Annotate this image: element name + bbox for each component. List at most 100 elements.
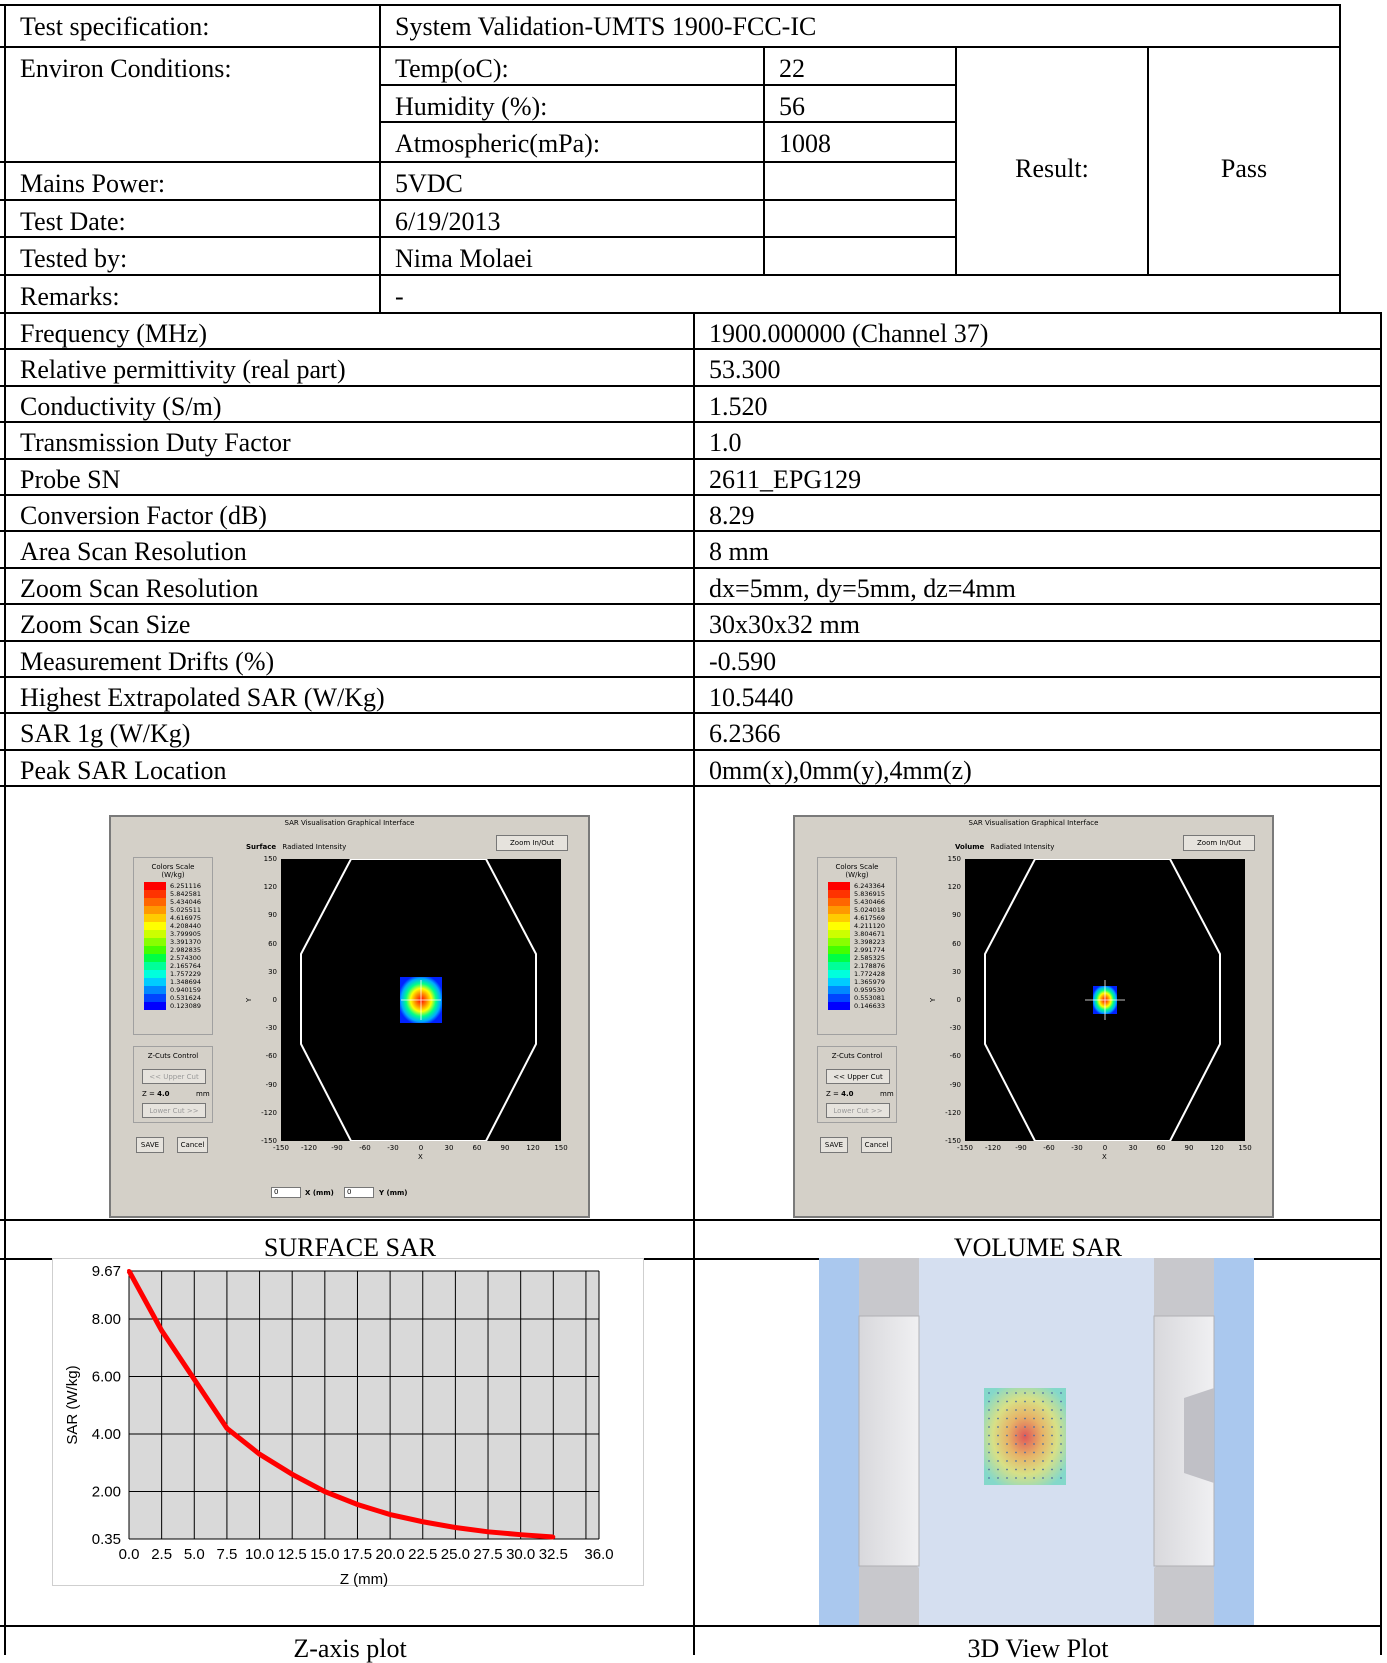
x-tick-label: 25.0 <box>441 1546 470 1563</box>
scan-point <box>997 1460 999 1462</box>
x-tick-label: -30 <box>1071 1144 1083 1152</box>
y-tick-label: 60 <box>952 939 961 948</box>
data-point <box>388 1512 393 1517</box>
scale-value: 0.146633 <box>854 1002 886 1010</box>
scan-point <box>1033 1460 1035 1462</box>
scan-point <box>1006 1434 1008 1437</box>
scan-point <box>1024 1460 1026 1462</box>
x-tick-label: -90 <box>1015 1144 1027 1152</box>
zoom-scan-map <box>984 1388 1066 1485</box>
scale-swatch <box>828 970 850 978</box>
save-button[interactable]: SAVE <box>136 1137 164 1153</box>
test-spec-label: Test specification: <box>20 12 210 41</box>
mode-label: Surface <box>246 843 277 851</box>
zoom-button[interactable]: Zoom In/Out <box>496 835 568 851</box>
scan-point <box>1042 1468 1044 1471</box>
data-point <box>551 1534 556 1539</box>
scan-point <box>1006 1400 1008 1403</box>
param-value: 30x30x32 mm <box>709 610 860 640</box>
scale-swatch <box>144 994 166 1002</box>
right-probe-shadow <box>1184 1388 1214 1483</box>
z-value: 4.0 <box>157 1090 170 1098</box>
y-tick-label: 30 <box>268 967 277 976</box>
scan-point <box>1024 1451 1026 1454</box>
data-point <box>290 1472 295 1477</box>
data-point <box>486 1529 491 1534</box>
y-axis-title: Y <box>929 997 938 1003</box>
scale-swatch <box>144 954 166 962</box>
scale-value: 2.585325 <box>854 954 886 962</box>
data-point <box>355 1502 360 1507</box>
x-tick-label: -150 <box>957 1144 973 1152</box>
zaxis-chart-svg: 0.0 2.5 5.0 7.5 10.0 12.5 15.0 17.5 20.0 22.5 25.0… <box>64 1263 614 1587</box>
panel-title: SAR Visualisation Graphical Interface <box>284 819 415 827</box>
zcuts-title: Z-Cuts Control <box>831 1052 883 1060</box>
plot-svg <box>300 859 537 1141</box>
y-input[interactable]: 0 <box>344 1187 374 1198</box>
cancel-button[interactable]: Cancel <box>177 1137 208 1153</box>
scan-point <box>988 1468 990 1471</box>
right-rail <box>1153 1315 1215 1567</box>
scan-point <box>1042 1451 1044 1454</box>
scan-point <box>1024 1477 1026 1479</box>
atm-label: Atmospheric(mPa): <box>395 129 601 158</box>
scan-point-grid <box>988 1392 1062 1479</box>
scan-point <box>1060 1477 1062 1479</box>
scan-point <box>988 1443 990 1445</box>
scan-point <box>1042 1417 1044 1420</box>
x-tick-label: 10.0 <box>245 1546 274 1563</box>
y-tick-label: 90 <box>952 911 961 920</box>
y-tick-label: 60 <box>268 939 277 948</box>
scan-point <box>988 1451 990 1454</box>
scale-value: 4.208440 <box>170 922 202 930</box>
y-tick-label: 90 <box>268 911 277 920</box>
color-scale-frame: Colors Scale (W/kg) 6.251116 5.842581 5.43… <box>133 857 213 1035</box>
upper-cut-button[interactable]: << Upper Cut <box>142 1069 206 1084</box>
x-tick-label: 12.5 <box>278 1546 307 1563</box>
color-scale-frame: Colors Scale (W/kg) 6.243364 5.836915 5.43… <box>817 857 897 1035</box>
scan-point <box>997 1426 999 1428</box>
scan-point <box>1015 1417 1017 1420</box>
x-tick-label: 0 <box>418 1144 424 1152</box>
y-tick-label: 0 <box>272 996 277 1004</box>
x-input[interactable]: 0 <box>271 1187 301 1198</box>
phantom-outline <box>300 859 537 1141</box>
scan-point <box>1015 1434 1017 1437</box>
scan-point <box>1051 1468 1053 1471</box>
param-value: 1900.000000 (Channel 37) <box>709 319 989 348</box>
scan-point <box>1015 1409 1017 1411</box>
y-tick-label: -60 <box>265 1052 277 1061</box>
plot-background <box>129 1271 599 1539</box>
scan-point <box>1006 1417 1008 1420</box>
y-tick-label: 0 <box>956 996 961 1004</box>
result-value: Pass <box>1220 154 1268 183</box>
save-button[interactable]: SAVE <box>820 1137 848 1153</box>
param-value: 6.2366 <box>709 719 781 749</box>
scan-point <box>1033 1477 1035 1479</box>
scan-point <box>1006 1392 1008 1394</box>
x-tick-label: 60 <box>472 1144 482 1152</box>
y-tick-label: -60 <box>949 1052 961 1061</box>
tested-value: Nima Molaei <box>395 244 533 273</box>
x-tick-label: 30.0 <box>506 1546 535 1563</box>
scan-point <box>1024 1417 1026 1420</box>
x-tick-label: 2.5 <box>151 1546 172 1563</box>
y-tick-label: -30 <box>949 1024 961 1033</box>
lower-cut-button[interactable]: Lower Cut >> <box>142 1103 206 1118</box>
scan-point <box>1051 1392 1053 1394</box>
scale-value: 5.024018 <box>854 906 886 914</box>
scan-point <box>1060 1468 1062 1471</box>
scan-point <box>1060 1417 1062 1420</box>
cancel-button[interactable]: Cancel <box>861 1137 892 1153</box>
lower-cut-button[interactable]: Lower Cut >> <box>826 1103 890 1118</box>
scale-value: 1.348694 <box>170 978 202 986</box>
upper-cut-button[interactable]: << Upper Cut <box>826 1069 890 1084</box>
zoom-button[interactable]: Zoom In/Out <box>1183 835 1255 851</box>
x-tick-label: -30 <box>387 1144 399 1152</box>
y-tick-label: -150 <box>945 1137 961 1145</box>
scale-value: 0.959530 <box>854 986 886 994</box>
scale-value: 2.178876 <box>854 962 886 970</box>
scale-swatch <box>144 922 166 930</box>
scale-swatch <box>144 986 166 994</box>
remarks-value: - <box>395 282 404 311</box>
